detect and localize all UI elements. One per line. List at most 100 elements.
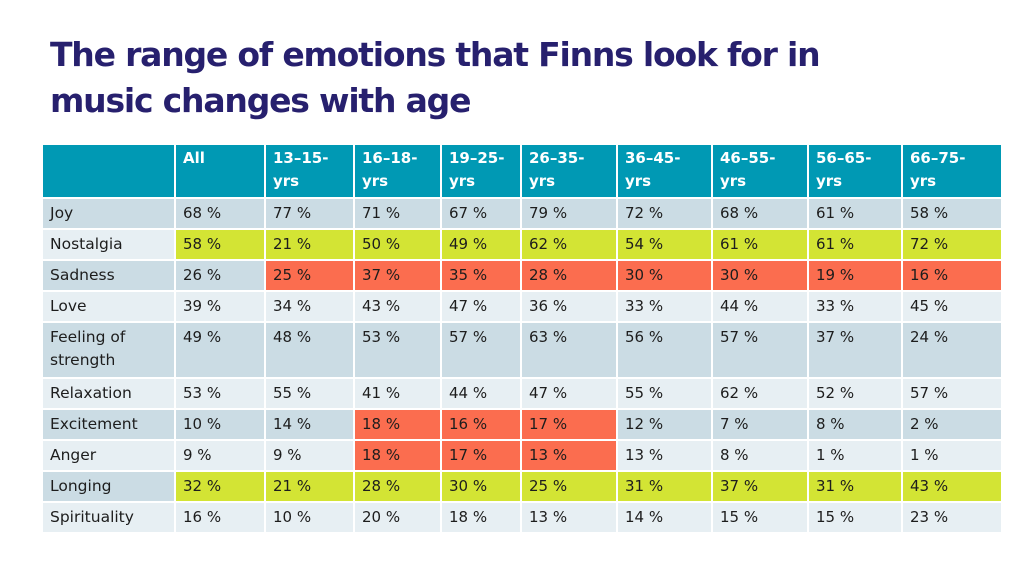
value-cell: 55 % xyxy=(264,377,355,410)
value-cell: 2 % xyxy=(901,408,1003,441)
value-cell: 67 % xyxy=(440,197,522,230)
value-cell: 48 % xyxy=(264,321,355,379)
value-cell: 23 % xyxy=(901,501,1003,534)
value-cell-highlight-green: 32 % xyxy=(174,470,266,503)
header-row: All 13–15- yrs 16–18- yrs 19–25- yrs 26–35- yrs 3… xyxy=(41,143,1003,199)
value-cell: 58 % xyxy=(901,197,1003,230)
row-label-text: Anger xyxy=(50,446,97,464)
title-line-1: The range of emotions that Finns look fo… xyxy=(50,35,821,74)
value-cell-highlight-red: 25 % xyxy=(264,259,355,292)
column-header-subtext: yrs xyxy=(529,172,556,190)
value-cell: 36 % xyxy=(520,290,618,323)
value-cell-highlight-red: 30 % xyxy=(711,259,809,292)
value-cell: 41 % xyxy=(353,377,442,410)
row-label-subtext: strength xyxy=(50,351,116,369)
value-cell-highlight-green: 31 % xyxy=(616,470,713,503)
value-cell: 13 % xyxy=(520,501,618,534)
table-row-sadness: Sadness 26 % 25 % 37 % 35 % 28 % 30 % 30 % 19 % 1… xyxy=(41,259,1003,292)
value-cell-highlight-red: 18 % xyxy=(353,408,442,441)
value-cell: 53 % xyxy=(353,321,442,379)
value-cell: 8 % xyxy=(807,408,903,441)
value-cell-highlight-red: 28 % xyxy=(520,259,618,292)
value-cell-highlight-red: 35 % xyxy=(440,259,522,292)
column-header-subtext: yrs xyxy=(910,172,937,190)
value-cell: 10 % xyxy=(174,408,266,441)
row-label-text: Love xyxy=(50,297,87,315)
row-label-text: Feeling of xyxy=(50,328,126,346)
value-cell: 57 % xyxy=(440,321,522,379)
table-body: Joy 68 % 77 % 71 % 67 % 79 % 72 % 68 % 61 % 58 % N… xyxy=(41,197,1003,534)
value-cell-highlight-green: 25 % xyxy=(520,470,618,503)
column-header-subtext: yrs xyxy=(625,172,652,190)
value-cell-highlight-green: 72 % xyxy=(901,228,1003,261)
row-label: Longing xyxy=(41,470,176,503)
column-header-subtext: yrs xyxy=(720,172,747,190)
table-header: All 13–15- yrs 16–18- yrs 19–25- yrs 26–35- yrs 3… xyxy=(41,143,1003,199)
value-cell-highlight-red: 18 % xyxy=(353,439,442,472)
column-header-text: All xyxy=(183,149,205,167)
value-cell: 55 % xyxy=(616,377,713,410)
value-cell: 24 % xyxy=(901,321,1003,379)
row-label: Anger xyxy=(41,439,176,472)
column-header-56-65-yrs: 56–65- yrs xyxy=(807,143,903,199)
table-row-relaxation: Relaxation 53 % 55 % 41 % 44 % 47 % 55 % 62 % 52… xyxy=(41,377,1003,410)
value-cell: 43 % xyxy=(353,290,442,323)
value-cell: 47 % xyxy=(520,377,618,410)
value-cell: 1 % xyxy=(901,439,1003,472)
value-cell: 26 % xyxy=(174,259,266,292)
value-cell: 57 % xyxy=(711,321,809,379)
value-cell: 77 % xyxy=(264,197,355,230)
table-row-feeling-of-strength: Feeling of strength 49 % 48 % 53 % 57 % 63 % 56… xyxy=(41,321,1003,379)
value-cell: 7 % xyxy=(711,408,809,441)
value-cell-highlight-green: 37 % xyxy=(711,470,809,503)
value-cell: 9 % xyxy=(174,439,266,472)
row-label: Nostalgia xyxy=(41,228,176,261)
value-cell: 20 % xyxy=(353,501,442,534)
column-header-text: 66–75- xyxy=(910,149,966,167)
column-header-26-35-yrs: 26–35- yrs xyxy=(520,143,618,199)
value-cell: 45 % xyxy=(901,290,1003,323)
row-label-text: Spirituality xyxy=(50,508,134,526)
emotions-by-age-table: All 13–15- yrs 16–18- yrs 19–25- yrs 26–35- yrs 3… xyxy=(41,143,1003,534)
value-cell: 49 % xyxy=(174,321,266,379)
row-label-text: Relaxation xyxy=(50,384,132,402)
value-cell-highlight-green: 54 % xyxy=(616,228,713,261)
value-cell-highlight-red: 37 % xyxy=(353,259,442,292)
column-header-all: All xyxy=(174,143,266,199)
table-row-excitement: Excitement 10 % 14 % 18 % 16 % 17 % 12 % 7 % 8 %… xyxy=(41,408,1003,441)
value-cell-highlight-green: 61 % xyxy=(711,228,809,261)
column-header-subtext: yrs xyxy=(449,172,476,190)
value-cell-highlight-red: 16 % xyxy=(901,259,1003,292)
value-cell: 63 % xyxy=(520,321,618,379)
table-row-spirituality: Spirituality 16 % 10 % 20 % 18 % 13 % 14 % 15 %… xyxy=(41,501,1003,534)
value-cell: 10 % xyxy=(264,501,355,534)
value-cell-highlight-green: 31 % xyxy=(807,470,903,503)
value-cell: 13 % xyxy=(616,439,713,472)
value-cell: 9 % xyxy=(264,439,355,472)
value-cell-highlight-red: 16 % xyxy=(440,408,522,441)
value-cell: 33 % xyxy=(807,290,903,323)
row-label-text: Joy xyxy=(50,204,74,222)
table-row-joy: Joy 68 % 77 % 71 % 67 % 79 % 72 % 68 % 61 % 58 % xyxy=(41,197,1003,230)
value-cell: 1 % xyxy=(807,439,903,472)
value-cell-highlight-green: 21 % xyxy=(264,228,355,261)
column-header-text: 56–65- xyxy=(816,149,872,167)
value-cell: 44 % xyxy=(440,377,522,410)
value-cell: 15 % xyxy=(711,501,809,534)
value-cell-highlight-red: 17 % xyxy=(520,408,618,441)
row-label: Feeling of strength xyxy=(41,321,176,379)
value-cell: 15 % xyxy=(807,501,903,534)
column-header-46-55-yrs: 46–55- yrs xyxy=(711,143,809,199)
value-cell-highlight-green: 30 % xyxy=(440,470,522,503)
value-cell-highlight-green: 62 % xyxy=(520,228,618,261)
column-header-subtext: yrs xyxy=(816,172,843,190)
table-row-longing: Longing 32 % 21 % 28 % 30 % 25 % 31 % 37 % 31 % 4… xyxy=(41,470,1003,503)
value-cell: 37 % xyxy=(807,321,903,379)
column-header-emotion xyxy=(41,143,176,199)
page-title: The range of emotions that Finns look fo… xyxy=(50,32,950,124)
value-cell-highlight-red: 17 % xyxy=(440,439,522,472)
column-header-text: 26–35- xyxy=(529,149,585,167)
value-cell: 39 % xyxy=(174,290,266,323)
table-row-nostalgia: Nostalgia 58 % 21 % 50 % 49 % 62 % 54 % 61 % 61 … xyxy=(41,228,1003,261)
row-label: Sadness xyxy=(41,259,176,292)
